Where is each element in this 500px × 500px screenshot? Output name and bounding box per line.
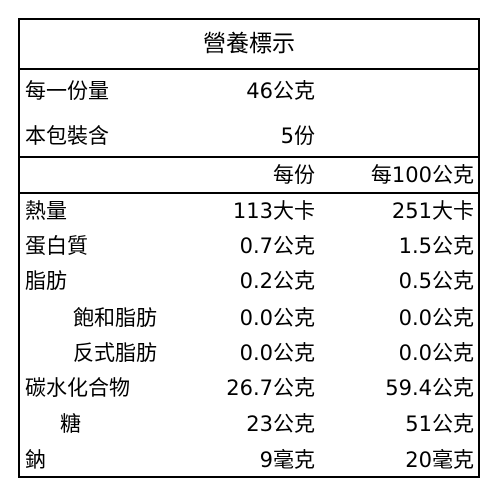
per-serving-value: 0.7公克	[239, 234, 315, 258]
nutrient-row-energy: 熱量 113大卡 251大卡	[20, 193, 478, 229]
nutrient-label: 鈉	[25, 448, 46, 472]
per-100g-value: 0.0公克	[398, 306, 474, 330]
nutrient-row-saturated-fat: 飽和脂肪 0.0公克 0.0公克	[20, 300, 478, 336]
nutrient-label: 熱量	[25, 199, 67, 223]
nutrient-row-protein: 蛋白質 0.7公克 1.5公克	[20, 228, 478, 264]
divider	[20, 68, 478, 70]
per-serving-value: 0.2公克	[239, 269, 315, 293]
nutrient-row-carbohydrate: 碳水化合物 26.7公克 59.4公克	[20, 370, 478, 406]
per-100g-value: 51公克	[405, 412, 474, 436]
column-header-per-100g: 每100公克	[370, 163, 474, 187]
panel-title: 營養標示	[203, 31, 295, 57]
nutrient-row-trans-fat: 反式脂肪 0.0公克 0.0公克	[20, 335, 478, 371]
serving-size-row: 每一份量 46公克	[20, 73, 478, 109]
per-100g-value: 1.5公克	[398, 234, 474, 258]
nutrient-label: 糖	[60, 412, 81, 436]
column-header-per-serving: 每份	[273, 163, 315, 187]
servings-per-package-value: 5份	[280, 124, 315, 148]
serving-size-value: 46公克	[246, 79, 315, 103]
per-100g-value: 0.0公克	[398, 341, 474, 365]
per-100g-value: 20毫克	[405, 448, 474, 472]
nutrition-facts-panel: 營養標示 每一份量 46公克 本包裝含 5份 每份 每100公克 熱量 113大…	[18, 18, 480, 478]
per-100g-value: 251大卡	[391, 199, 474, 223]
divider	[20, 156, 478, 158]
nutrient-label: 蛋白質	[25, 234, 88, 258]
nutrient-label: 反式脂肪	[73, 341, 157, 365]
nutrient-label: 飽和脂肪	[73, 306, 157, 330]
divider	[20, 192, 478, 194]
nutrient-label: 碳水化合物	[25, 376, 130, 400]
nutrient-row-fat: 脂肪 0.2公克 0.5公克	[20, 263, 478, 299]
per-serving-value: 9毫克	[259, 448, 315, 472]
servings-per-package-label: 本包裝含	[25, 124, 109, 148]
per-100g-value: 59.4公克	[385, 376, 474, 400]
per-serving-value: 0.0公克	[239, 306, 315, 330]
per-serving-value: 113大卡	[232, 199, 315, 223]
nutrient-label: 脂肪	[25, 269, 67, 293]
serving-size-label: 每一份量	[25, 79, 109, 103]
per-serving-value: 0.0公克	[239, 341, 315, 365]
per-serving-value: 26.7公克	[226, 376, 315, 400]
nutrient-row-sugar: 糖 23公克 51公克	[20, 406, 478, 442]
nutrient-row-sodium: 鈉 9毫克 20毫克	[20, 442, 478, 478]
per-serving-value: 23公克	[246, 412, 315, 436]
column-header-row: 每份 每100公克	[20, 157, 478, 193]
servings-per-package-row: 本包裝含 5份	[20, 118, 478, 154]
per-100g-value: 0.5公克	[398, 269, 474, 293]
